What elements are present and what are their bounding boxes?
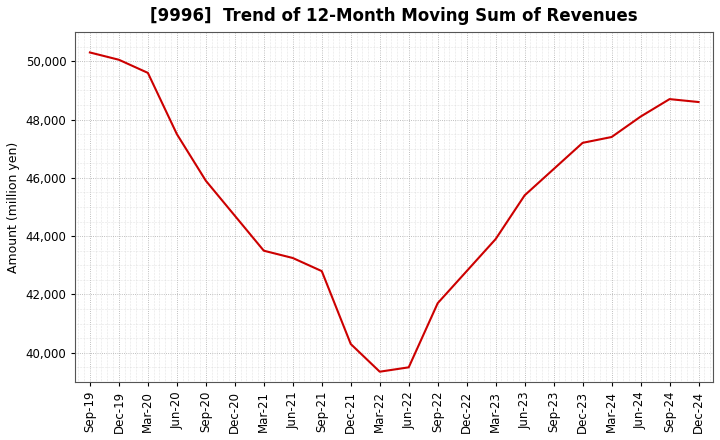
Title: [9996]  Trend of 12-Month Moving Sum of Revenues: [9996] Trend of 12-Month Moving Sum of R… [150,7,638,25]
Y-axis label: Amount (million yen): Amount (million yen) [7,141,20,273]
